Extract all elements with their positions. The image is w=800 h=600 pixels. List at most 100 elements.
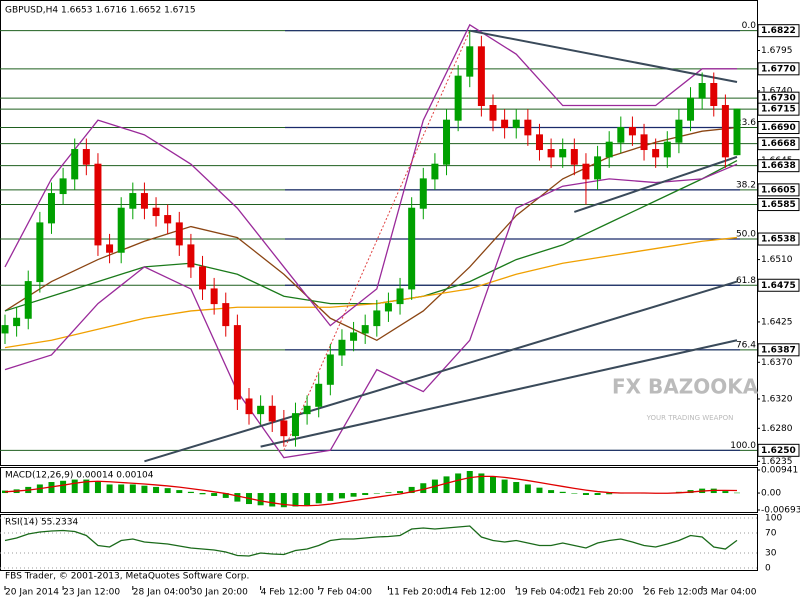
fib-label: 38.2: [736, 180, 756, 190]
candle-body: [152, 207, 160, 217]
macd-bar: [304, 493, 311, 506]
rsi-title: RSI(14) 55.2334: [5, 518, 78, 528]
macd-bar: [408, 486, 415, 494]
candle-body: [617, 127, 625, 143]
candle-body: [628, 127, 636, 136]
level-box: [757, 443, 800, 457]
trend-line: [283, 30, 471, 451]
chart-title: GBPUSD,H4 1.6653 1.6716 1.6652 1.6715: [5, 6, 196, 16]
candle-body: [570, 149, 578, 165]
fib-label: 50.0: [736, 230, 756, 240]
y-tick-label: 1.6320: [761, 394, 793, 404]
candle-body: [466, 46, 474, 77]
candle-body: [326, 354, 334, 385]
y-tick-label: 1.6235: [761, 457, 793, 467]
candle-body: [547, 149, 555, 158]
y-tick-label: 1.6370: [761, 358, 793, 368]
candle-body: [117, 207, 125, 253]
macd-bar: [118, 484, 125, 494]
macd-bar: [548, 490, 555, 494]
candle-body: [733, 108, 741, 156]
candle-body: [13, 317, 21, 327]
x-tick-label: 23 Jan 12:00: [63, 588, 120, 598]
level-box: [757, 278, 800, 292]
candle-body: [524, 119, 532, 136]
macd-bar: [536, 487, 543, 494]
level-label: 1.6668: [761, 139, 796, 149]
macd-bar: [71, 479, 78, 494]
footer: FBS Trader, © 2001-2013, MetaQuotes Soft…: [5, 572, 249, 582]
x-tick-label: 26 Feb 12:00: [644, 588, 703, 598]
candle-body: [408, 207, 416, 290]
trend-line: [144, 280, 738, 463]
candle-body: [245, 398, 253, 415]
candle-body: [268, 405, 276, 422]
candle-body: [477, 46, 485, 107]
y-tick-label: 1.6280: [761, 424, 793, 434]
y-tick-label: 1.6740: [761, 86, 793, 96]
level-label: 1.6250: [761, 446, 796, 456]
candle-body: [384, 303, 392, 312]
macd-bar: [315, 493, 322, 504]
level-label: 1.6822: [761, 26, 796, 36]
candle-body: [106, 244, 114, 253]
macd-bar: [141, 485, 148, 494]
macd-bar: [280, 493, 287, 508]
x-tick-label: 20 Jan 2014: [5, 588, 59, 598]
candle-body: [71, 149, 79, 180]
level-box: [757, 159, 800, 173]
x-tick-label: 14 Feb 12:00: [447, 588, 506, 598]
trend-line: [574, 155, 738, 213]
candle-body: [187, 244, 195, 268]
candle-body: [24, 281, 32, 319]
x-tick-label: 7 Feb 04:00: [319, 588, 373, 598]
candle-body: [443, 119, 451, 165]
level-label: 1.6538: [761, 235, 796, 245]
candle-body: [373, 310, 381, 327]
candle-body: [175, 222, 183, 246]
x-tick-label: 4 Feb 12:00: [261, 588, 315, 598]
rsi-tick-label: 70: [765, 529, 777, 539]
macd-bar: [222, 493, 229, 498]
macd-bar: [559, 491, 566, 494]
macd-bar: [234, 493, 241, 502]
macd-bar: [373, 493, 380, 494]
level-box: [757, 121, 800, 135]
fib-label: 23.6: [736, 118, 756, 128]
trend-line: [469, 29, 738, 84]
macd-bar: [513, 482, 520, 494]
candle-body: [303, 405, 311, 415]
overlay-line: [4, 163, 738, 459]
rsi-tick-label: 0: [765, 564, 771, 574]
macd-bar: [466, 471, 473, 494]
macd-bar: [269, 493, 276, 507]
y-tick-label: 1.6425: [761, 317, 793, 327]
candle-body: [199, 266, 207, 290]
level-label: 1.6730: [761, 94, 796, 104]
level-box: [757, 137, 800, 151]
candle-body: [361, 325, 369, 334]
rsi-line: [4, 525, 738, 557]
level-label: 1.6715: [761, 105, 796, 115]
candle-body: [710, 83, 718, 107]
candle-body: [257, 405, 265, 415]
candle-body: [291, 413, 299, 437]
macd-bar: [443, 476, 450, 494]
candle-body: [675, 119, 683, 143]
macd-bar: [478, 473, 485, 494]
candle-body: [652, 149, 660, 158]
level-box: [757, 343, 800, 357]
fib-label: 100.0: [730, 441, 756, 451]
macd-bar: [60, 480, 67, 494]
candle-body: [640, 134, 648, 151]
level-box: [757, 102, 800, 116]
candle-body: [94, 163, 102, 246]
level-label: 1.6770: [761, 64, 796, 74]
candle-body: [396, 288, 404, 305]
macd-bar: [571, 493, 578, 494]
macd-bar: [292, 493, 299, 507]
candle-body: [605, 141, 613, 158]
candle-body: [489, 105, 497, 121]
candle-body: [512, 119, 520, 129]
candle-body: [350, 332, 358, 341]
